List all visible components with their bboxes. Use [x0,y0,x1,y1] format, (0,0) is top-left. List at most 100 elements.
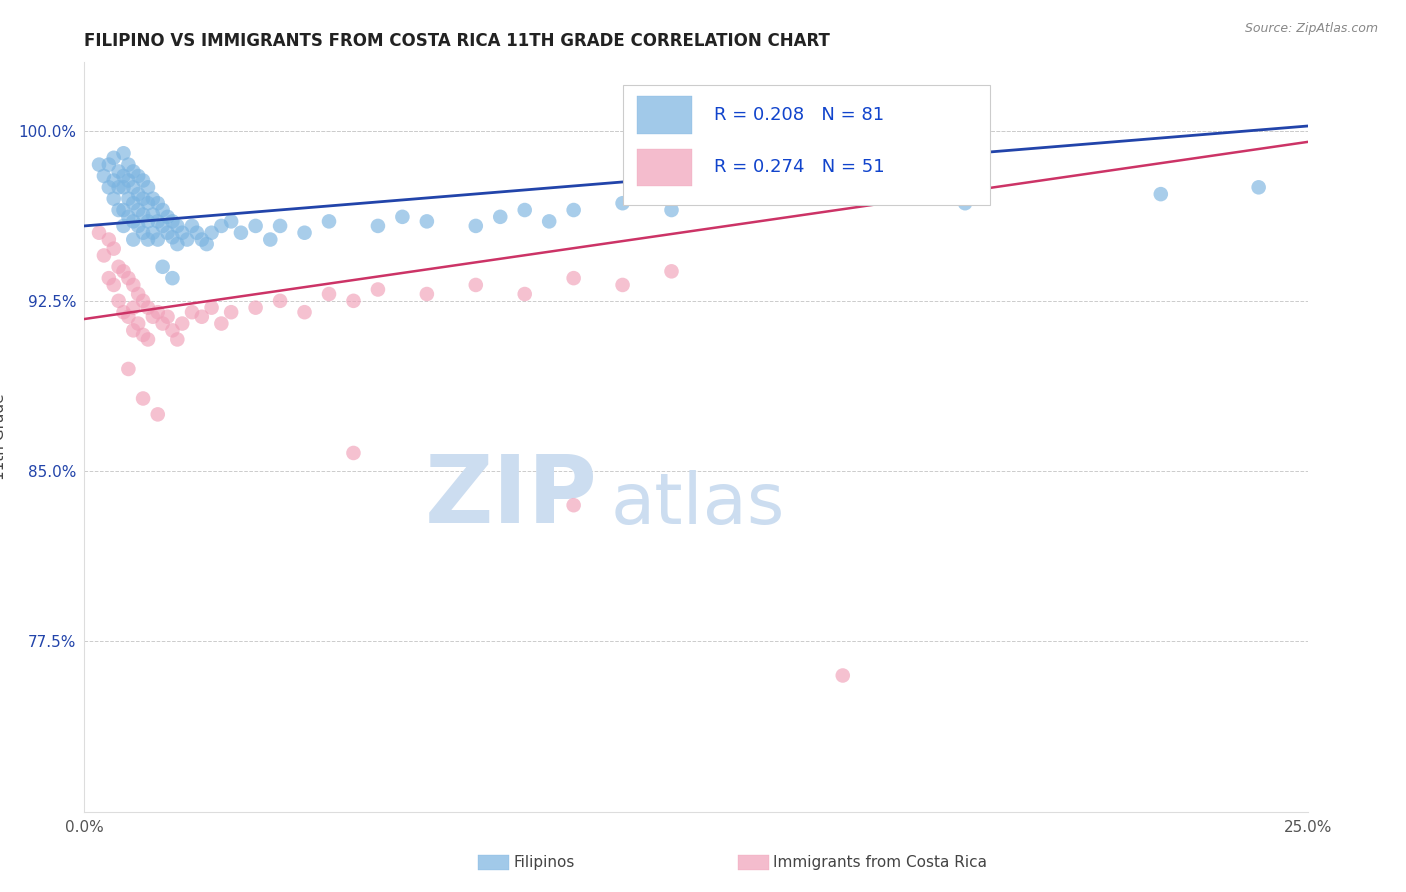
Text: R = 0.208   N = 81: R = 0.208 N = 81 [714,106,884,124]
Point [142,310,165,324]
FancyBboxPatch shape [637,96,692,134]
Point [142,208,165,222]
Text: Source: ZipAtlas.com: Source: ZipAtlas.com [1244,22,1378,36]
Point [219,305,242,319]
Point [127,317,149,331]
Point [191,233,214,247]
Point [245,301,267,315]
Point [513,202,536,217]
Point [112,264,135,278]
Point [146,196,169,211]
Point [112,202,135,217]
Point [146,233,169,247]
FancyBboxPatch shape [637,149,692,186]
Point [229,226,252,240]
Point [513,287,536,301]
Point [152,317,174,331]
Point [318,214,340,228]
Point [146,408,169,422]
Text: atlas: atlas [610,470,785,539]
Point [391,210,413,224]
Text: FILIPINO VS IMMIGRANTS FROM COSTA RICA 11TH GRADE CORRELATION CHART: FILIPINO VS IMMIGRANTS FROM COSTA RICA 1… [84,32,830,50]
Point [103,173,125,187]
Point [136,214,159,228]
Point [661,202,683,217]
Point [259,233,281,247]
Point [489,210,512,224]
Point [122,277,145,292]
Point [152,260,174,274]
Point [127,287,149,301]
Text: ZIP: ZIP [425,451,598,543]
Point [117,173,139,187]
Point [294,226,316,240]
Point [209,219,232,233]
Point [209,317,232,331]
Point [112,219,135,233]
Point [200,226,222,240]
Point [103,277,125,292]
Point [156,210,179,224]
Point [117,158,139,172]
Point [152,202,174,217]
Point [103,192,125,206]
Point [152,219,174,233]
Point [166,237,188,252]
Point [107,164,129,178]
Point [186,226,208,240]
Point [1150,187,1173,202]
Point [342,293,364,308]
Point [97,158,120,172]
Point [122,164,145,178]
Point [166,219,188,233]
Point [245,219,267,233]
Point [112,180,135,194]
Point [172,226,194,240]
Point [132,392,155,406]
Point [464,219,486,233]
Point [93,248,115,262]
Point [132,226,155,240]
Point [162,271,184,285]
Point [953,196,976,211]
Point [117,362,139,376]
Point [176,233,198,247]
Point [112,146,135,161]
Point [146,214,169,228]
Point [807,192,830,206]
Point [103,151,125,165]
Point [156,226,179,240]
Point [132,208,155,222]
Point [103,242,125,256]
Point [562,271,585,285]
Point [107,180,129,194]
Point [127,219,149,233]
Point [136,196,159,211]
Point [156,310,179,324]
Point [117,271,139,285]
Point [117,310,139,324]
Text: Filipinos: Filipinos [513,855,575,870]
Point [219,214,242,228]
Point [464,277,486,292]
Point [162,214,184,228]
Point [661,264,683,278]
Point [93,169,115,183]
Point [191,310,214,324]
Point [294,305,316,319]
Point [136,180,159,194]
Text: Immigrants from Costa Rica: Immigrants from Costa Rica [773,855,987,870]
Y-axis label: 11th Grade: 11th Grade [0,393,7,481]
Point [127,187,149,202]
Point [117,192,139,206]
Point [269,219,291,233]
Point [831,668,853,682]
Point [195,237,218,252]
Point [136,333,159,347]
Point [367,283,389,297]
Point [562,498,585,512]
Point [318,287,340,301]
Point [87,226,110,240]
Point [612,196,634,211]
Point [107,260,129,274]
